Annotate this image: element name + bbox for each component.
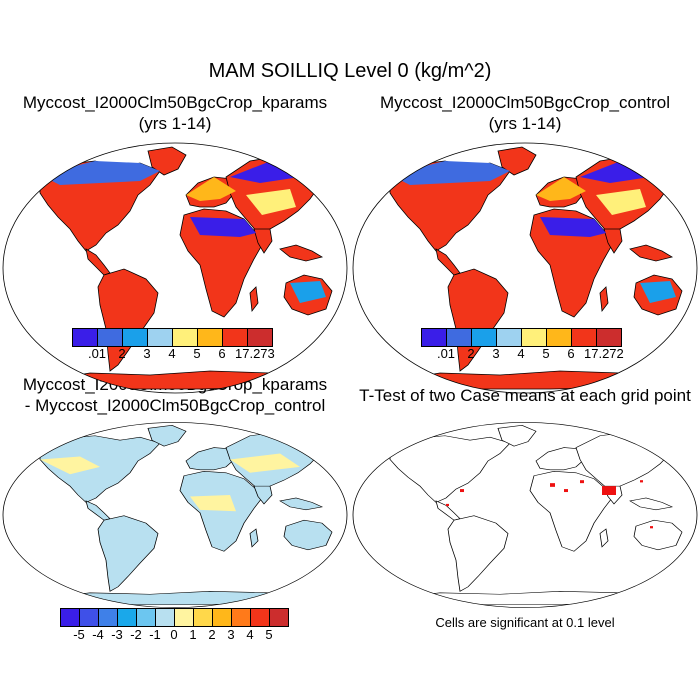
colorbar-box: [173, 329, 198, 346]
panel-title-line1: Myccost_I2000Clm50BgcCrop_control: [379, 93, 671, 112]
panel-title-line1: T-Test of two Case means at each grid po…: [359, 386, 691, 405]
colorbar-box: [194, 609, 213, 626]
colorbar-box: [198, 329, 223, 346]
colorbar-box: [522, 329, 547, 346]
colorbar-box: [547, 329, 572, 346]
colorbar-box: [422, 329, 447, 346]
map-difference-panel: [2, 422, 348, 608]
colorbar-tick-label: 3: [492, 346, 500, 361]
colorbar-box: [175, 609, 194, 626]
colorbar-tick-label: 6: [567, 346, 575, 361]
colorbar-box: [99, 609, 118, 626]
colorbar-box: [597, 329, 622, 346]
colorbar-box: [248, 329, 273, 346]
colorbar-tick-label: 5: [542, 346, 550, 361]
colorbar-box: [98, 329, 123, 346]
colorbar-box: [156, 609, 175, 626]
colorbar-box: [137, 609, 156, 626]
colorbar-tick-label: -4: [92, 627, 104, 642]
colorbar-tick-label: 4: [246, 627, 254, 642]
colorbar-tick-label: 2: [467, 346, 475, 361]
panel-title-line2: (yrs 1-14): [488, 114, 562, 133]
colorbar-box: [123, 329, 148, 346]
colorbar-kparams: [72, 328, 273, 347]
colorbar-tick-label: 1: [189, 627, 197, 642]
significance-note: Cells are significant at 0.1 level: [435, 615, 615, 630]
colorbar-difference: [60, 608, 289, 627]
panel-title-line2: (yrs 1-14): [138, 114, 212, 133]
colorbar-tick-label: 3: [227, 627, 235, 642]
colorbar-box: [213, 609, 232, 626]
colorbar-tick-label: 6: [218, 346, 226, 361]
colorbar-tick-label: .01: [436, 346, 456, 361]
colorbar-tick-label: 2: [118, 346, 126, 361]
colorbar-tick-label: 5: [193, 346, 201, 361]
panel-title-line2: - Myccost_I2000Clm50BgcCrop_control: [24, 396, 326, 415]
colorbar-box: [61, 609, 80, 626]
colorbar-box: [270, 609, 289, 626]
colorbar-box: [73, 329, 98, 346]
panel-title-control: Myccost_I2000Clm50BgcCrop_control (yrs 1…: [350, 92, 700, 134]
colorbar-box: [447, 329, 472, 346]
colorbar-box: [232, 609, 251, 626]
panel-title-line1: Myccost_I2000Clm50BgcCrop_kparams: [22, 93, 328, 112]
panel-title-kparams: Myccost_I2000Clm50BgcCrop_kparams (yrs 1…: [0, 92, 350, 134]
colorbar-tick-label: 3: [143, 346, 151, 361]
colorbar-box: [223, 329, 248, 346]
panel-title-ttest: T-Test of two Case means at each grid po…: [350, 385, 700, 406]
colorbar-box: [148, 329, 173, 346]
figure-title: MAM SOILLIQ Level 0 (kg/m^2): [208, 60, 492, 82]
colorbar-box: [497, 329, 522, 346]
colorbar-tick-label: 2: [208, 627, 216, 642]
colorbar-tick-label: 17.273: [235, 346, 275, 361]
colorbar-box: [80, 609, 99, 626]
colorbar-control: [421, 328, 622, 347]
colorbar-box: [472, 329, 497, 346]
colorbar-tick-label: 4: [168, 346, 176, 361]
colorbar-tick-label: -3: [111, 627, 123, 642]
map-kparams: [2, 142, 348, 394]
colorbar-tick-label: .01: [87, 346, 107, 361]
colorbar-tick-label: 17.272: [584, 346, 624, 361]
colorbar-box: [118, 609, 137, 626]
colorbar-tick-label: 0: [170, 627, 178, 642]
colorbar-tick-label: 4: [517, 346, 525, 361]
colorbar-tick-label: -2: [130, 627, 142, 642]
map-control: [352, 142, 698, 394]
colorbar-tick-label: 5: [265, 627, 273, 642]
colorbar-box: [572, 329, 597, 346]
colorbar-box: [251, 609, 270, 626]
colorbar-tick-label: -5: [73, 627, 85, 642]
colorbar-tick-label: -1: [149, 627, 161, 642]
map-ttest: [352, 422, 698, 608]
